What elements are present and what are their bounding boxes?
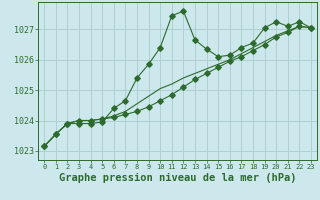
X-axis label: Graphe pression niveau de la mer (hPa): Graphe pression niveau de la mer (hPa) — [59, 173, 296, 183]
